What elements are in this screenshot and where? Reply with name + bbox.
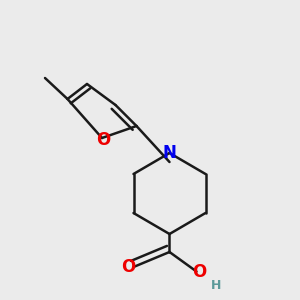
- Text: O: O: [192, 263, 207, 281]
- Text: H: H: [211, 279, 221, 292]
- Text: N: N: [163, 144, 176, 162]
- Text: O: O: [96, 131, 111, 149]
- Text: O: O: [121, 258, 135, 276]
